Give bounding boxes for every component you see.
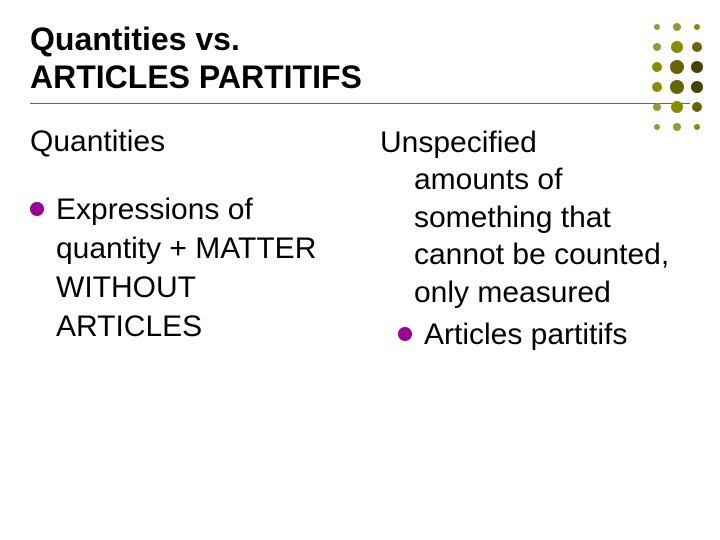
bullet-icon	[398, 327, 412, 341]
deco-dot	[671, 41, 683, 53]
deco-dot	[654, 124, 660, 130]
deco-dot	[670, 80, 684, 94]
deco-dot	[673, 23, 681, 31]
deco-dot	[670, 60, 684, 74]
deco-dot	[691, 81, 703, 93]
decorative-dot-grid	[648, 18, 706, 136]
title-block: Quantities vs. ARTICLES PARTITIFS	[30, 20, 690, 104]
deco-dot	[671, 101, 683, 113]
deco-dot	[652, 82, 662, 92]
right-header-line1: Unspecified	[380, 126, 537, 159]
columns: Quantities Expressions of quantity + MAT…	[30, 124, 690, 355]
deco-dot	[653, 43, 661, 51]
deco-dot	[691, 61, 703, 73]
deco-dot	[694, 24, 700, 30]
deco-dot	[692, 42, 702, 52]
right-column: Unspecified amounts of something that ca…	[380, 124, 690, 355]
deco-dot	[654, 24, 660, 30]
deco-dot	[692, 102, 702, 112]
left-column-header: Quantities	[30, 124, 340, 160]
slide: Quantities vs. ARTICLES PARTITIFS Quanti…	[0, 0, 720, 540]
title-line-1: Quantities vs.	[30, 20, 690, 58]
deco-dot	[653, 103, 661, 111]
right-bullet-text: Articles partitifs	[424, 315, 627, 354]
right-header-rest: amounts of something that cannot be coun…	[380, 161, 690, 311]
deco-dot	[694, 124, 700, 130]
left-column: Quantities Expressions of quantity + MAT…	[30, 124, 340, 355]
title-line-2: ARTICLES PARTITIFS	[30, 58, 690, 96]
right-bullet-item: Articles partitifs	[380, 315, 690, 354]
right-column-header: Unspecified amounts of something that ca…	[380, 124, 690, 312]
deco-dot	[652, 62, 662, 72]
left-bullet-text: Expressions of quantity + MATTER WITHOUT…	[56, 190, 340, 346]
title-underline	[30, 103, 690, 104]
bullet-icon	[30, 202, 44, 216]
deco-dot	[673, 123, 681, 131]
left-bullet-item: Expressions of quantity + MATTER WITHOUT…	[30, 190, 340, 346]
